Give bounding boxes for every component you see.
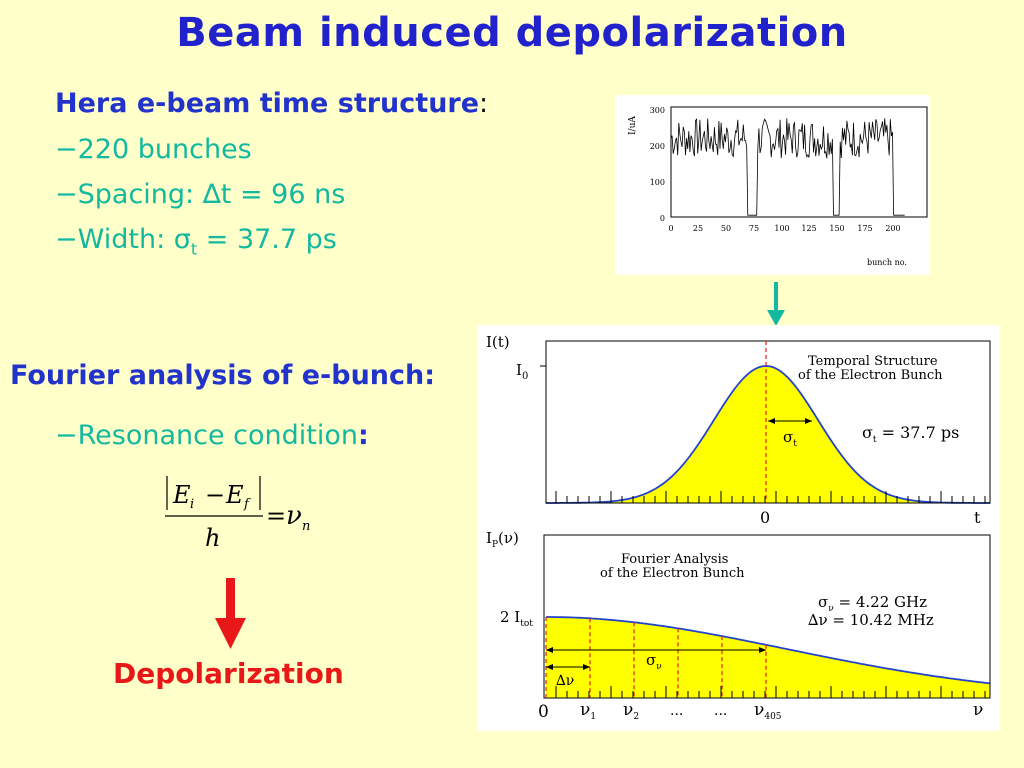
xtick-175: 175: [857, 224, 872, 233]
sigma-symbol: σ: [173, 224, 191, 255]
dots-2: ...: [714, 703, 727, 719]
temporal-ticks: [555, 491, 986, 503]
temporal-x-zero: 0: [760, 508, 770, 527]
formula-equals: =: [266, 502, 286, 530]
bullet-mark: −: [55, 420, 78, 451]
hera-heading: Hera e-beam time structure:: [55, 88, 488, 119]
bullet-mark: −: [55, 134, 78, 165]
itot-label: 2 Itot: [500, 608, 533, 629]
fourier-ticks: [555, 686, 986, 698]
planck-h: h: [205, 524, 220, 552]
slide-title: Beam induced depolarization: [176, 10, 848, 56]
fourier-x-label: ν: [973, 700, 983, 720]
bullet-spacing: −Spacing: ∆t = 96 ns: [55, 179, 345, 210]
bullet-prefix: Spacing:: [77, 179, 203, 210]
fourier-gaussian-curve: [546, 616, 991, 685]
bullet-width: −Width: σt = 37.7 ps: [55, 224, 337, 258]
bullet-suffix: = 37.7 ps: [197, 224, 337, 255]
energy-final: E: [225, 481, 244, 509]
nu405-label: ν405: [754, 700, 782, 722]
peak-label: I0: [516, 361, 528, 382]
fourier-heading: Fourier analysis of e-bunch:: [10, 360, 436, 391]
ytick-300: 300: [650, 106, 665, 115]
sigma-subscript: t: [190, 239, 198, 259]
xtick-75: 75: [749, 224, 759, 233]
xtick-50: 50: [721, 224, 731, 233]
ytick-0: 0: [660, 214, 665, 223]
fourier-ylabel: IP(ν): [486, 529, 519, 550]
bunch-current-plot: I/uA 0 100 200 300 0 25 50 75 100 125 15…: [615, 95, 930, 275]
n-subscript: n: [302, 519, 310, 534]
sigma-nu-value: σν = 4.22 GHz: [818, 593, 927, 614]
teal-down-arrow: [767, 282, 785, 326]
bullet-symbol: ∆t = 96 ns: [202, 179, 346, 210]
formula-minus: −: [205, 481, 225, 509]
ytick-100: 100: [650, 178, 665, 187]
gaussian-plots-panel: I(t) I0 σt Temporal Structure of the Ele…: [478, 325, 1000, 731]
xtick-125: 125: [801, 224, 816, 233]
delta-nu-arrow-label: ∆ν: [556, 673, 574, 689]
xtick-25: 25: [693, 224, 703, 233]
depolarization-label: Depolarization: [113, 657, 344, 690]
bullet-bunches: −220 bunches: [55, 134, 252, 165]
bunch-current-trace: [670, 118, 905, 216]
bullet-text: 220 bunches: [77, 134, 252, 165]
temporal-x-label: t: [974, 508, 981, 527]
fourier-gaussian-fill: [546, 617, 990, 698]
fourier-analysis-plot: IP(ν) 2 Itot σν ∆ν Fourier Analysis of t…: [486, 529, 991, 722]
temporal-structure-plot: I(t) I0 σt Temporal Structure of the Ele…: [486, 333, 991, 527]
resonance-label: Resonance condition: [77, 420, 359, 451]
fourier-x-zero: 0: [538, 702, 549, 722]
temporal-ylabel: I(t): [486, 333, 510, 351]
temporal-title-2: of the Electron Bunch: [798, 368, 943, 383]
sigma-t-value: σt = 37.7 ps: [862, 423, 959, 445]
xtick-0: 0: [668, 224, 673, 233]
nu1-label: ν1: [580, 700, 596, 722]
sigma-nu-arrow-label: σν: [646, 651, 662, 672]
resonance-condition: −Resonance condition:: [55, 420, 369, 451]
formula-nu: ν: [286, 501, 302, 531]
fourier-title-1: Fourier Analysis: [621, 552, 728, 567]
temporal-title-1: Temporal Structure: [808, 354, 938, 369]
xtick-150: 150: [829, 224, 844, 233]
delta-nu-value: ∆ν = 10.42 MHz: [808, 611, 934, 629]
dots-1: ...: [670, 703, 683, 719]
energy-initial: E: [172, 481, 191, 509]
hera-heading-text: Hera e-beam time structure: [55, 88, 480, 119]
bullet-prefix: Width:: [77, 224, 174, 255]
bullet-mark: −: [55, 179, 78, 210]
initial-subscript: i: [190, 497, 194, 512]
gaussian-plots-svg: I(t) I0 σt Temporal Structure of the Ele…: [486, 333, 991, 722]
harmonic-lines: [545, 617, 767, 698]
red-down-arrow: [215, 578, 246, 649]
resonance-colon: :: [358, 420, 369, 451]
current-axis-label: I/uA: [628, 116, 638, 135]
final-subscript: f: [243, 497, 251, 512]
sigma-t-arrow-label: σt: [783, 428, 797, 449]
resonance-formula: E i − E f h = ν n: [165, 476, 310, 552]
bunch-axis-label: bunch no.: [867, 258, 907, 267]
temporal-gaussian-curve: [546, 365, 990, 504]
nu2-label: ν2: [623, 700, 639, 722]
temporal-gaussian-fill: [546, 366, 990, 503]
ytick-200: 200: [650, 142, 665, 151]
xtick-100: 100: [774, 224, 789, 233]
xtick-200: 200: [885, 224, 900, 233]
bullet-mark: −: [55, 224, 78, 255]
hera-heading-colon: :: [479, 88, 489, 119]
fourier-title-2: of the Electron Bunch: [600, 566, 745, 581]
bunch-current-svg: I/uA 0 100 200 300 0 25 50 75 100 125 15…: [628, 106, 928, 267]
